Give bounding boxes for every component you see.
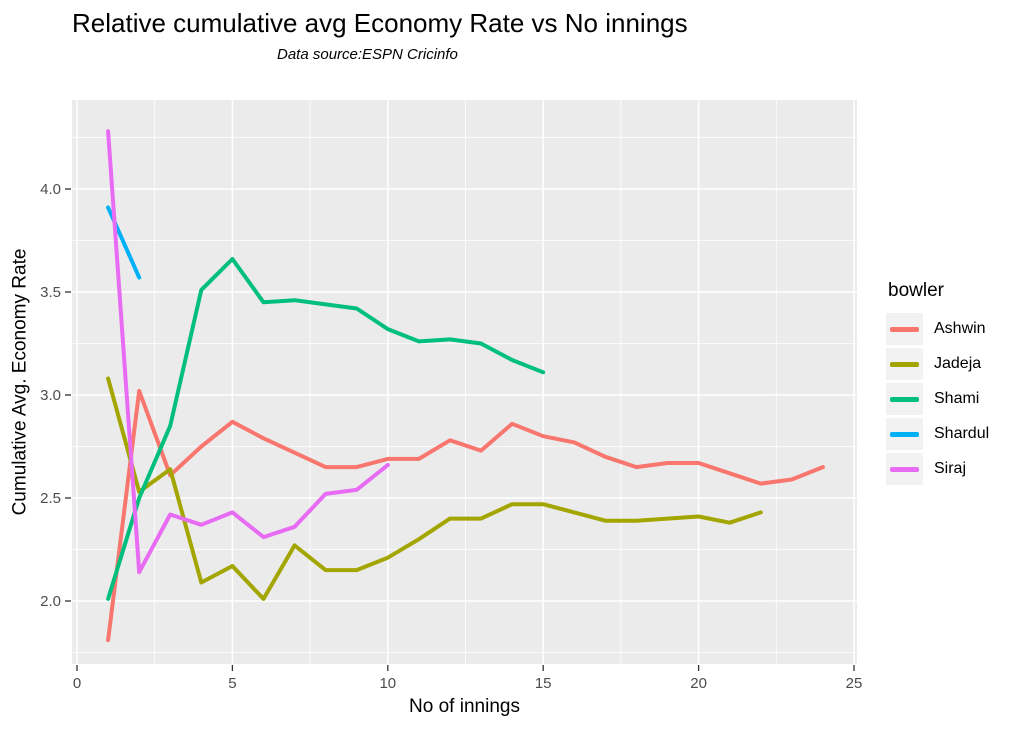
x-axis-title: No of innings [409,696,520,717]
legend-item-label: Jadeja [934,355,982,372]
legend-line-sample [890,361,919,367]
legend-key-swatch [886,313,923,345]
x-tick-label: 0 [73,675,81,692]
series-line-ashwin [106,388,825,643]
legend-line-sample [890,326,919,332]
x-tick-label: 25 [846,675,863,692]
legend-item-shami: Shami [886,383,989,415]
y-tick-label: 3.5 [40,284,61,301]
y-tick-label: 2.0 [40,593,61,610]
legend-key-swatch [886,418,923,450]
legend-item-label: Siraj [934,460,967,477]
legend-item-label: Shardul [934,425,990,442]
legend-items: Ashwin Jadeja Shami Shardul Siraj [886,313,989,485]
legend-item-jadeja: Jadeja [886,348,989,380]
series-line-shami [106,257,546,601]
legend-line-sample [890,431,919,437]
legend-key-swatch [886,348,923,380]
legend-key-swatch [886,453,923,485]
chart-title: Relative cumulative avg Economy Rate vs … [72,8,688,38]
legend-title: bowler [888,280,944,301]
y-axis-title-box: Cumulative Avg. Economy Rate [6,100,34,664]
chart-subtitle: Data source:ESPN Cricinfo [277,46,458,63]
legend-item-siraj: Siraj [886,453,989,485]
y-tick-label: 4.0 [40,181,61,198]
series-line-siraj [106,129,390,575]
legend-key-swatch [886,383,923,415]
legend-item-ashwin: Ashwin [886,313,989,345]
x-tick-label: 20 [690,675,707,692]
legend-item-label: Ashwin [934,320,986,337]
legend-item-shardul: Shardul [886,418,989,450]
x-tick-label: 5 [228,675,236,692]
series-line-jadeja [106,376,763,601]
legend-item-label: Shami [934,390,980,407]
legend-line-sample [890,466,919,472]
x-tick-label: 15 [535,675,552,692]
y-axis-title: Cumulative Avg. Economy Rate [9,248,30,516]
y-tick-label: 2.5 [40,490,61,507]
x-tick-label: 10 [379,675,396,692]
panel-background [72,100,857,664]
legend-line-sample [890,396,919,402]
legend: bowler Ashwin Jadeja Shami Shardul Siraj [886,280,989,485]
y-tick-label: 3.0 [40,387,61,404]
